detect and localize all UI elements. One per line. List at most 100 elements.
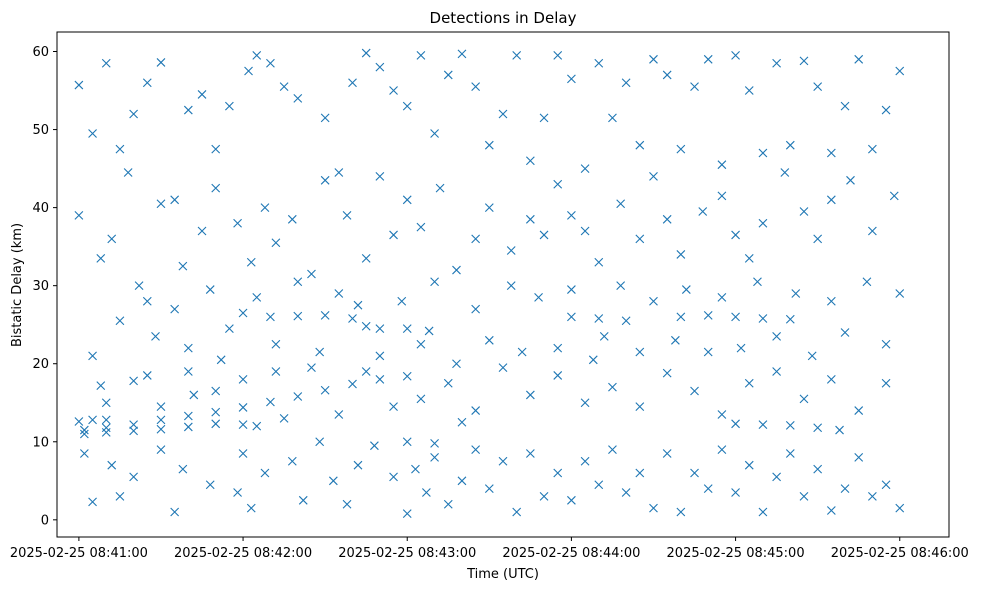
data-point: [443, 499, 453, 509]
data-point: [567, 495, 576, 505]
data-point: [402, 195, 412, 205]
data-point: [594, 314, 604, 323]
data-point: [588, 355, 598, 365]
y-tick-label: 30: [32, 279, 49, 294]
data-point: [246, 257, 256, 267]
data-point: [211, 407, 221, 417]
data-point: [731, 51, 740, 60]
data-point: [846, 175, 855, 185]
data-point: [662, 214, 672, 224]
data-point: [881, 378, 891, 388]
data-point: [402, 509, 412, 518]
data-point: [567, 211, 576, 220]
data-point: [156, 402, 166, 412]
data-point: [170, 507, 180, 517]
data-point: [867, 144, 877, 154]
data-point: [115, 316, 125, 326]
data-point: [799, 394, 809, 404]
data-point: [498, 456, 508, 466]
data-point: [780, 168, 790, 177]
data-point: [881, 105, 891, 115]
data-point: [681, 285, 691, 294]
data-point: [129, 420, 139, 429]
data-point: [115, 492, 125, 501]
data-point: [375, 324, 385, 333]
data-point: [813, 423, 823, 433]
data-point: [216, 355, 226, 365]
data-point: [457, 49, 467, 59]
data-point: [731, 230, 740, 240]
data-point: [635, 402, 645, 412]
data-point: [862, 277, 872, 287]
data-point: [895, 66, 905, 76]
data-point: [826, 148, 836, 158]
data-point: [435, 183, 445, 193]
data-point: [156, 424, 166, 434]
data-point: [635, 234, 645, 244]
data-point: [635, 468, 645, 478]
data-point: [211, 386, 221, 396]
data-point: [539, 492, 549, 501]
data-point: [101, 415, 111, 425]
data-point: [123, 168, 133, 177]
data-point: [205, 285, 215, 294]
data-point: [608, 382, 617, 392]
data-point: [293, 277, 303, 287]
data-point: [402, 101, 412, 111]
x-axis: 2025-02-25 08:41:00 2025-02-25 08:42:00 20…: [10, 537, 969, 561]
data-point: [88, 415, 97, 425]
data-point: [690, 386, 699, 396]
data-point: [156, 199, 166, 209]
data-point: [79, 449, 89, 458]
data-point: [772, 58, 782, 68]
data-point: [785, 449, 795, 458]
data-point: [826, 374, 836, 384]
data-point: [731, 312, 740, 322]
data-point: [703, 310, 713, 320]
data-point: [616, 281, 626, 291]
data-point: [430, 438, 439, 448]
data-point: [717, 160, 727, 170]
data-point: [287, 456, 297, 466]
data-point: [96, 253, 106, 263]
data-point: [703, 484, 713, 493]
data-point: [178, 464, 188, 474]
data-point: [74, 417, 84, 426]
data-point: [238, 308, 248, 318]
data-point: [334, 410, 344, 419]
data-point: [101, 58, 111, 68]
data-point: [211, 419, 221, 429]
data-point: [594, 257, 604, 267]
data-point: [348, 78, 357, 88]
y-axis: 0 10 20 30 40 50 60: [32, 45, 57, 528]
data-point: [129, 376, 139, 386]
data-point: [375, 62, 385, 72]
data-point: [88, 351, 97, 361]
data-point: [758, 314, 768, 323]
y-axis-title: Bistatic Delay (km): [10, 223, 25, 347]
data-point: [178, 261, 188, 271]
data-point: [416, 394, 426, 404]
data-point: [443, 378, 453, 388]
data-point: [854, 406, 864, 415]
data-point: [635, 347, 645, 357]
data-point: [807, 351, 817, 361]
y-tick-label: 60: [32, 45, 49, 60]
data-point: [389, 86, 398, 95]
data-point: [698, 207, 708, 216]
data-point: [676, 250, 686, 259]
data-point: [115, 144, 125, 154]
data-point: [320, 113, 330, 123]
data-point: [567, 74, 576, 84]
chart-title: Detections in Delay: [430, 9, 577, 27]
data-point: [744, 460, 754, 470]
data-point: [813, 234, 823, 244]
data-point: [621, 488, 631, 497]
data-point: [676, 144, 686, 154]
data-point: [348, 314, 357, 323]
data-point: [342, 211, 352, 220]
data-point: [840, 328, 850, 337]
data-point: [553, 179, 563, 189]
data-point: [484, 203, 494, 213]
data-point: [156, 415, 166, 425]
